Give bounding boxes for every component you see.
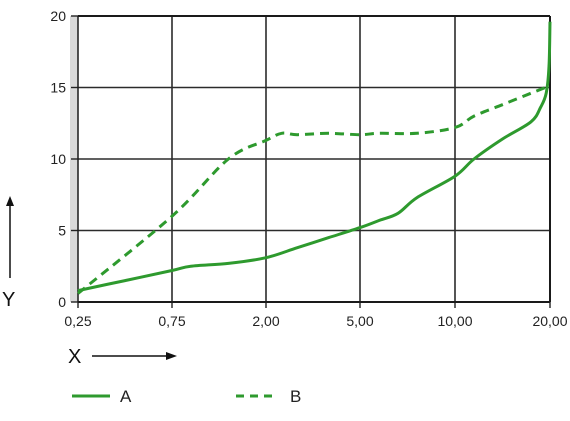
series-layer xyxy=(77,21,552,295)
y-tick-label: 0 xyxy=(58,294,66,310)
y-tick-label: 5 xyxy=(58,223,66,239)
legend: A B xyxy=(72,387,301,406)
x-tick-label: 10,00 xyxy=(437,313,472,329)
tick-labels: 0,25 0,75 2,00 5,00 10,00 20,00 0 5 10 15 20 xyxy=(50,8,567,329)
y-tick-label: 15 xyxy=(50,80,66,96)
legend-label-a: A xyxy=(120,387,132,406)
y-axis-arrowhead-icon xyxy=(6,196,14,206)
x-tick-label: 20,00 xyxy=(532,313,567,329)
x-axis-title: X xyxy=(68,346,177,368)
x-tick-label: 5,00 xyxy=(346,313,373,329)
series-line-a xyxy=(77,21,552,293)
series-line-b xyxy=(77,86,546,295)
x-tick-label: 2,00 xyxy=(252,313,279,329)
x-axis-label: X xyxy=(68,346,81,368)
x-tick-label: 0,25 xyxy=(64,313,91,329)
y-axis-title: Y xyxy=(2,196,15,311)
legend-label-b: B xyxy=(290,387,301,406)
y-tick-label: 10 xyxy=(50,151,66,167)
x-tick-label: 0,75 xyxy=(158,313,185,329)
y-axis-label: Y xyxy=(2,289,15,311)
x-axis-arrowhead-icon xyxy=(166,352,177,360)
grid-lines xyxy=(78,16,550,302)
y-tick-label: 20 xyxy=(50,8,66,24)
